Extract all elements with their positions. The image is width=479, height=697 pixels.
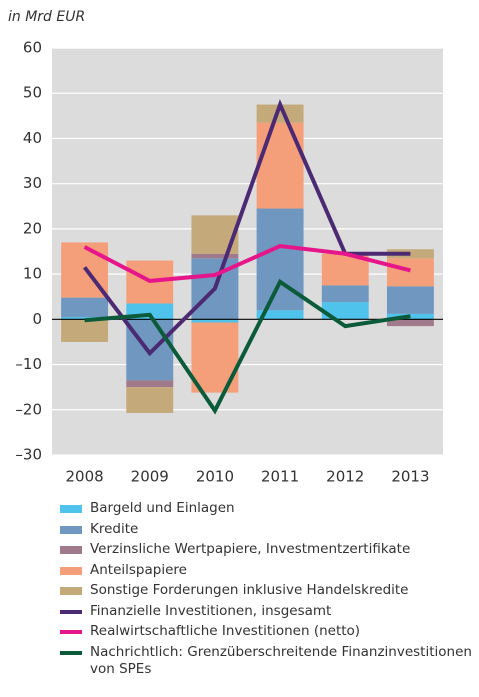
subtitle: in Mrd EUR [8,9,85,25]
legend-swatch [60,525,82,534]
legend-item: Sonstige Forderungen inklusive Handelskr… [60,582,478,599]
bar-segment [256,310,304,320]
legend-label: Anteilspapiere [90,561,187,578]
y-tick-label: –30 [15,446,42,464]
x-tick-label: 2013 [391,468,429,486]
x-tick-label: 2009 [131,468,169,486]
legend-item: Bargeld und Einlagen [60,500,478,517]
bar-segment [61,317,109,320]
bar-segment [61,319,109,342]
bar-segment [321,302,369,320]
legend: Bargeld und Einlagen Kredite Verzinsliche … [60,500,478,681]
plot-background [52,48,443,455]
legend-label: Sonstige Forderungen inklusive Handelskr… [90,582,409,598]
bar-segment [386,258,434,287]
bar-segment [321,285,369,303]
line-series [84,278,411,415]
y-tick-label: –10 [15,355,42,373]
y-tick-label: 20 [23,219,42,237]
legend-label: Verzinsliche Wertpapiere, Investmentzert… [90,541,411,557]
legend-swatch [60,587,82,595]
x-tick-label: 2008 [65,468,103,486]
legend-label: Realwirtschaftliche Investitionen (netto… [90,623,361,639]
bar-segment [256,104,304,123]
x-tick-label: 2012 [326,468,364,486]
bar-segment [191,253,239,259]
y-tick-label: 30 [23,174,42,192]
legend-swatch [60,546,82,554]
y-tick-label: 50 [23,84,42,102]
legend-swatch [60,650,82,655]
y-tick-label: 0 [32,310,42,328]
legend-label: Finanzielle Investitionen, insgesamt [90,602,332,619]
y-tick-label: 10 [23,265,42,283]
legend-swatch [60,505,82,513]
x-tick-label: 2011 [261,468,299,486]
bar-segment [126,380,174,388]
legend-swatch [60,630,82,634]
legend-label: Nachrichtlich: Grenzüberschreitende Fina… [90,643,472,677]
y-tick-label: 40 [23,129,42,147]
legend-label: Bargeld und Einlagen [90,500,235,516]
bar-segment [126,387,174,413]
line-series [82,99,411,357]
bar-segment [61,297,109,318]
legend-item: Finanzielle Investitionen, insgesamt [60,603,478,620]
y-tick-label: –20 [15,400,42,418]
legend-item: Realwirtschaftliche Investitionen (netto… [60,623,478,640]
legend-label: Kredite [90,520,139,537]
bar-segment [191,319,239,323]
y-tick-label: 60 [23,39,42,57]
legend-swatch [60,566,82,575]
x-tick-label: 2010 [196,468,234,486]
legend-item: Verzinsliche Wertpapiere, Investmentzert… [60,541,478,558]
bar-segment [386,319,434,327]
legend-swatch [60,609,82,614]
bar-segment [256,122,304,209]
legend-item: Anteilspapiere [60,562,478,579]
legend-item: Nachrichtlich: Grenzüberschreitende Fina… [60,644,478,678]
chart: in Mrd EUR –30 –20 –10 0 10 20 30 40 50 60 2008 200… [8,9,443,486]
bar-segment [386,286,434,314]
legend-item: Kredite [60,521,478,538]
line-series [83,244,411,283]
